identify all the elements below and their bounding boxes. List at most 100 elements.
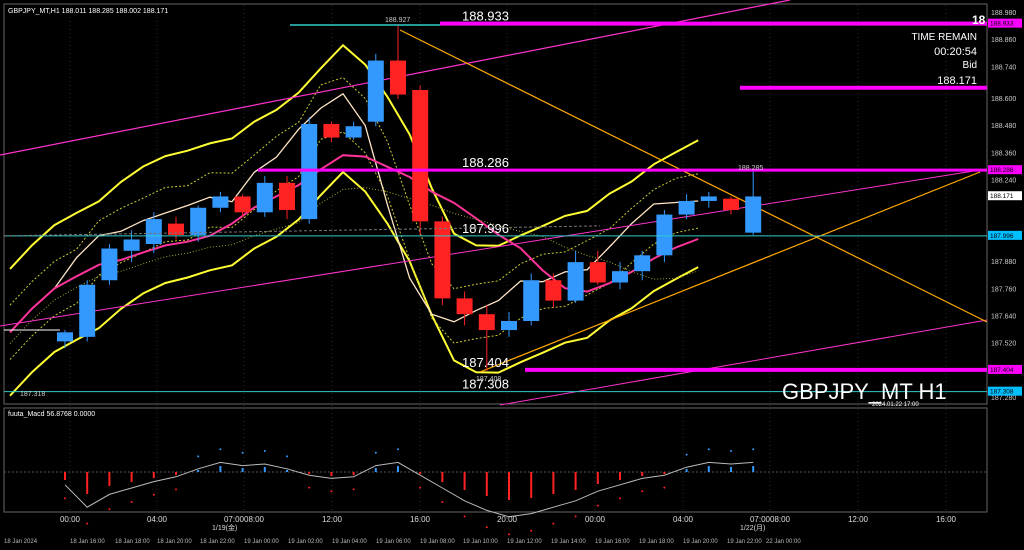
price-axis-badge-label: 188.171	[990, 193, 1014, 200]
price-axis-label: 187.640	[991, 313, 1016, 320]
candle-body	[678, 200, 695, 215]
time-axis-label: 07:0008:00	[750, 515, 791, 524]
top-right-digit: 18	[972, 13, 986, 27]
bid-value: 188.171	[937, 75, 977, 87]
macd-signal-dot	[197, 455, 200, 458]
time-axis-date-label: 19 Jan 04:00	[332, 539, 367, 545]
time-axis-label: 04:00	[147, 515, 168, 524]
price-level-label: 188.933	[462, 9, 509, 24]
price-axis-label: 188.980	[991, 10, 1016, 17]
price-level-label: 187.308	[462, 377, 509, 392]
time-axis-date-label: 19 Jan 08:00	[420, 539, 455, 545]
candle-body	[256, 182, 273, 213]
candle-body	[101, 248, 118, 281]
time-axis-label: 12:00	[848, 515, 869, 524]
candle-body	[478, 314, 495, 331]
time-axis-label: 12:00	[322, 515, 343, 524]
time-axis-date-label: 19 Jan 10:00	[463, 539, 498, 545]
upper-band-line	[9, 43, 699, 270]
candle-body	[656, 214, 673, 256]
candle-body	[323, 123, 340, 138]
macd-signal-dot	[241, 451, 244, 454]
inner-upper-band	[9, 76, 699, 306]
price-axis-badge-label: 188.933	[990, 21, 1014, 28]
macd-signal-dot	[308, 486, 311, 489]
macd-signal-dot	[108, 508, 111, 511]
time-axis-date-label: 19 Jan 20:00	[683, 539, 718, 545]
macd-signal-dot	[641, 490, 644, 493]
candle-body	[345, 126, 362, 138]
price-axis-bg	[988, 4, 1024, 512]
downtrend-line	[399, 29, 988, 323]
macd-signal-dot	[175, 488, 177, 491]
price-level-label: 187.996	[462, 221, 509, 236]
price-axis-label: 187.520	[991, 341, 1016, 348]
price-level-label: 187.404	[462, 355, 509, 370]
low-price-label: 187.408	[476, 376, 501, 383]
time-axis-date-label: 19 Jan 16:00	[595, 539, 630, 545]
price-axis-badge-label: 187.996	[990, 233, 1014, 240]
time-axis-date-label: 19 Jan 12:00	[507, 539, 542, 545]
day-marker-label: 1/19(金)	[212, 523, 237, 532]
candle-body	[434, 221, 451, 299]
macd-signal-dot	[374, 451, 377, 454]
macd-signal-dot	[130, 501, 133, 503]
price-axis-label: 188.740	[991, 64, 1016, 71]
candle-body	[501, 321, 517, 331]
candle-body	[723, 198, 739, 211]
time-axis-date-label: 19 Jan 00:00	[244, 539, 279, 545]
time-axis-date-label: 18 Jan 16:00	[70, 539, 105, 545]
time-axis-label: 00:00	[60, 515, 81, 524]
time-axis-date-label: 18 Jan 20:00	[157, 539, 192, 545]
time-axis-date-label: 19 Jan 14:00	[551, 539, 586, 545]
price-axis-badge	[988, 386, 1022, 396]
macd-signal-dot	[663, 486, 666, 489]
bid-label: Bid	[963, 60, 977, 71]
candle-body	[545, 280, 562, 301]
price-axis-label: 187.760	[991, 286, 1016, 293]
price-axis-badge	[988, 165, 1022, 175]
time-axis-label: 16:00	[936, 515, 957, 524]
price-axis-label: 187.880	[991, 259, 1016, 266]
channel-bottom-line	[499, 319, 988, 406]
time-remain-label: TIME REMAIN	[911, 32, 977, 43]
price-axis-badge	[988, 18, 1022, 28]
candle-body	[168, 223, 184, 235]
macd-signal-dot	[685, 453, 688, 456]
macd-signal-dot	[552, 522, 555, 525]
macd-signal-dot	[619, 497, 621, 500]
time-remain-value: 00:20:54	[934, 46, 977, 58]
macd-signal-dot	[397, 448, 399, 451]
candle-body	[567, 262, 584, 301]
candle-body	[456, 298, 473, 315]
candle-body	[279, 182, 295, 211]
candle-body	[745, 196, 762, 233]
macd-signal-dot	[64, 497, 66, 500]
macd-signal-dot	[574, 515, 577, 518]
time-axis-date-label: 18 Jan 22:00	[200, 539, 235, 545]
candle-body	[412, 90, 429, 222]
time-axis-label: 00:00	[585, 515, 606, 524]
dashed-mid-line	[3, 225, 601, 237]
candle-body	[79, 284, 96, 337]
date-stamp: 2024.01.22 17:00	[872, 402, 919, 408]
candle-body	[123, 239, 140, 251]
candle-body	[190, 207, 207, 235]
price-axis-badge-label: 187.404	[990, 367, 1014, 374]
price-levels: 188.933 188.286 187.996 187.404 187.308 188.9…	[3, 9, 987, 398]
symbol-header: GBPJPY_MT,H1 188.011 188.285 188.002 188…	[8, 8, 168, 15]
candle-body	[367, 60, 384, 122]
time-axis-label: 04:00	[673, 515, 694, 524]
candlestick-series	[57, 24, 762, 371]
price-axis-label: 188.360	[991, 150, 1016, 157]
time-axis-label: 07:0008:00	[224, 515, 265, 524]
macd-signal-dot	[530, 529, 533, 532]
candle-body	[634, 255, 651, 272]
time-axis-date-label: 18 Jan 18:00	[115, 539, 150, 545]
macd-signal-dot	[730, 450, 732, 452]
time-axis-date-label: 22 Jan 00:00	[766, 539, 801, 545]
price-axis-badge-label: 187.308	[990, 389, 1014, 396]
macd-signal-dot	[707, 448, 710, 451]
